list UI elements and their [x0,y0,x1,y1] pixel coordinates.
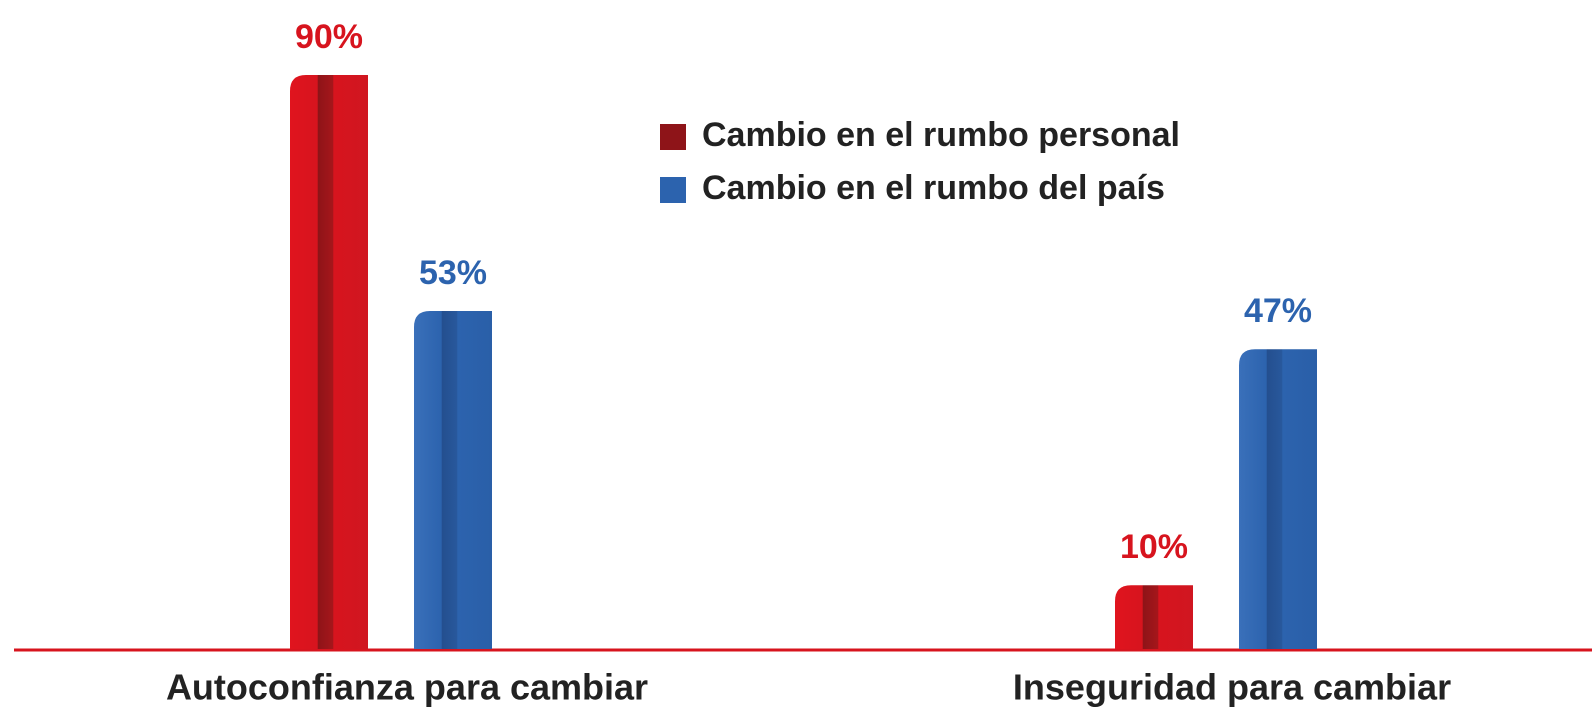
bar [1115,585,1193,649]
legend-swatch [660,177,686,203]
value-label: 53% [419,254,487,292]
value-label: 10% [1120,528,1188,566]
bar [414,310,492,649]
bar [290,75,368,649]
value-label: 47% [1244,292,1312,330]
legend-label: Cambio en el rumbo del país [702,169,1165,207]
bar [1239,349,1317,649]
x-tick-label: Inseguridad para cambiar [1013,667,1451,708]
legend-label: Cambio en el rumbo personal [702,116,1180,154]
x-tick-label: Autoconfianza para cambiar [166,667,648,708]
legend-swatch [660,124,686,150]
value-label: 90% [295,18,363,56]
